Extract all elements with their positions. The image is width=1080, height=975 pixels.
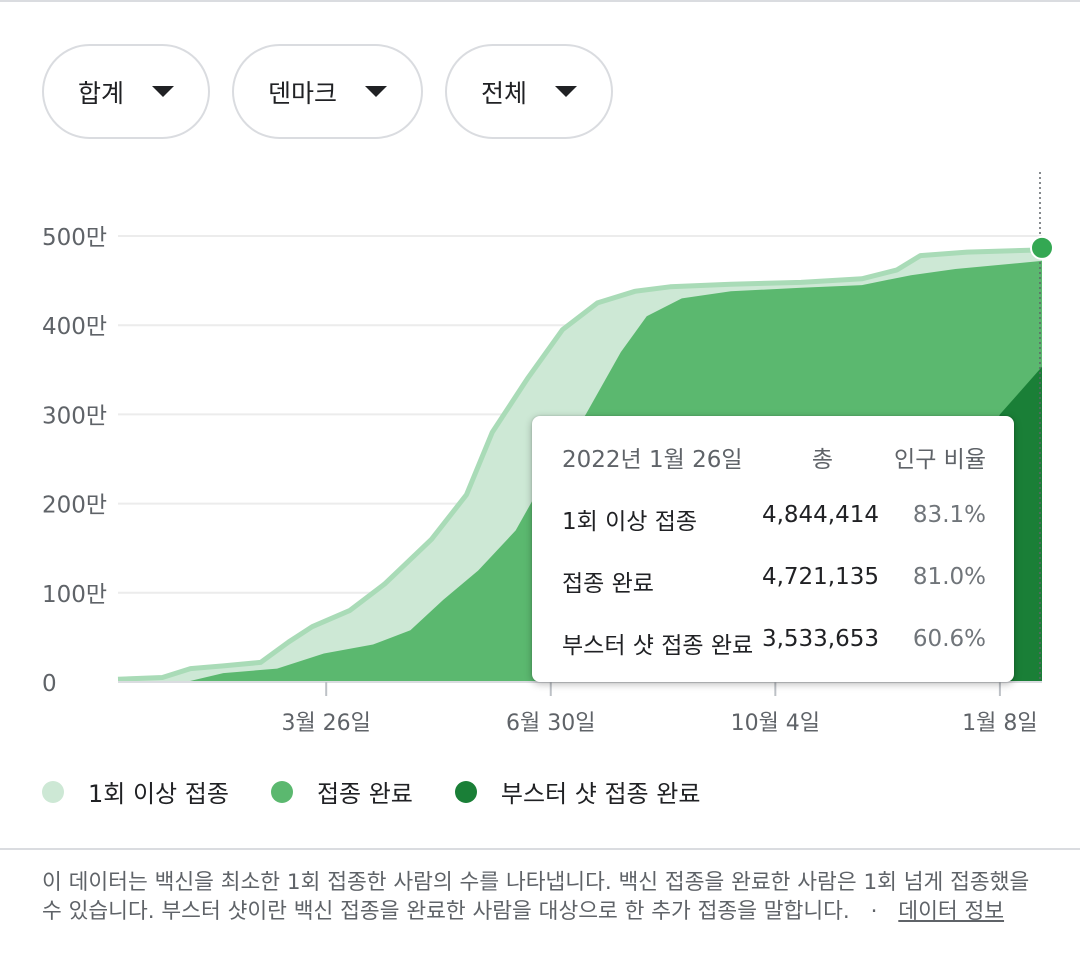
tooltip-row-label: 1회 이상 접종 — [562, 509, 698, 535]
legend-item[interactable]: 부스터 샷 접종 완료 — [454, 774, 701, 809]
region-dropdown-label: 덴마크 — [268, 78, 338, 108]
series-line — [117, 247, 1043, 682]
legend-label: 부스터 샷 접종 완료 — [500, 780, 701, 808]
tooltip-row-ratio: 83.1% — [912, 502, 986, 528]
tooltip-row-ratio: 60.6% — [912, 626, 986, 652]
top-divider — [0, 0, 1080, 2]
population-dropdown[interactable]: 전체 — [445, 44, 614, 139]
caret-down-icon — [365, 86, 388, 97]
metric-dropdown[interactable]: 합계 — [42, 44, 211, 139]
data-info-link[interactable]: 데이터 정보 — [898, 899, 1005, 924]
y-tick-label: 0 — [42, 671, 57, 697]
y-tick-label: 100만 — [42, 582, 107, 608]
tooltip-col-total: 총 — [811, 447, 833, 473]
y-tick-label: 500만 — [42, 225, 107, 251]
legend-swatch — [270, 780, 293, 803]
legend-item[interactable]: 1회 이상 접종 — [42, 774, 229, 809]
tooltip-row-ratio: 81.0% — [912, 564, 986, 590]
region-dropdown[interactable]: 덴마크 — [232, 44, 424, 139]
tooltip-row-total: 4,844,414 — [761, 502, 879, 528]
legend-label: 1회 이상 접종 — [88, 780, 229, 808]
footer-divider — [0, 848, 1080, 850]
x-tick-label: 10월 4일 — [731, 711, 820, 736]
legend-swatch — [454, 780, 477, 803]
tooltip-date: 2022년 1월 26일 — [562, 447, 743, 473]
y-tick-label: 300만 — [42, 403, 107, 429]
tooltip-row: 1회 이상 접종 4,844,414 83.1% — [532, 502, 1014, 542]
caret-down-icon — [555, 86, 578, 97]
tooltip-row-total: 3,533,653 — [761, 626, 879, 652]
x-tick-label: 3월 26일 — [281, 711, 370, 736]
x-tick-label: 6월 30일 — [506, 711, 595, 736]
tooltip-header: 2022년 1월 26일 총 인구 비율 — [532, 440, 1014, 480]
legend-item[interactable]: 접종 완료 — [270, 774, 413, 809]
y-tick-label: 200만 — [42, 493, 107, 519]
footnote-text: 이 데이터는 백신을 최소한 1회 접종한 사람의 수를 나타냅니다. 백신 접… — [42, 870, 1030, 924]
tooltip-row: 부스터 샷 접종 완료 3,533,653 60.6% — [532, 626, 1014, 666]
tooltip-row-label: 접종 완료 — [562, 571, 654, 597]
metric-dropdown-label: 합계 — [78, 78, 125, 108]
tooltip-col-ratio: 인구 비율 — [894, 447, 986, 473]
tooltip-row-label: 부스터 샷 접종 완료 — [562, 633, 754, 659]
chart-legend: 1회 이상 접종 접종 완료 부스터 샷 접종 완료 — [42, 774, 742, 809]
tooltip-row-total: 4,721,135 — [761, 564, 879, 590]
tooltip-row: 접종 완료 4,721,135 81.0% — [532, 564, 1014, 604]
population-dropdown-label: 전체 — [481, 78, 528, 108]
hover-point — [1030, 235, 1054, 260]
x-tick-label: 1월 8일 — [962, 711, 1037, 736]
caret-down-icon — [152, 86, 175, 97]
y-tick-label: 400만 — [42, 314, 107, 340]
footnote-separator: · — [870, 899, 878, 924]
filter-bar: 합계 덴마크 전체 — [42, 44, 614, 139]
legend-label: 접종 완료 — [316, 780, 413, 808]
legend-swatch — [42, 780, 64, 803]
hover-tooltip: 2022년 1월 26일 총 인구 비율 1회 이상 접종 4,844,414 … — [532, 416, 1014, 682]
footnote: 이 데이터는 백신을 최소한 1회 접종한 사람의 수를 나타냅니다. 백신 접… — [42, 868, 1052, 926]
